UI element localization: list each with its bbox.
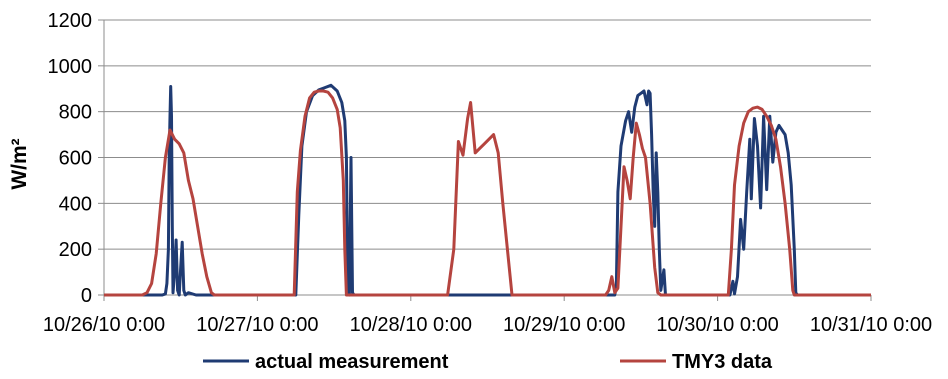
tick-labels: 0 200 400 600 800 1000 1200 10/26/10 0:00 10/27/… [43, 10, 932, 336]
y-tick-label: 1200 [48, 10, 93, 32]
axes [98, 19, 872, 301]
x-tick-label: 10/31/10 0:00 [810, 314, 932, 336]
x-tick-label: 10/28/10 0:00 [350, 314, 472, 336]
series-lines [104, 83, 871, 297]
y-tick-label: 800 [59, 102, 92, 124]
x-tick-label: 10/26/10 0:00 [43, 314, 165, 336]
y-tick-label: 400 [59, 193, 92, 215]
legend-label: TMY3 data [672, 351, 773, 373]
legend: actual measurement TMY3 data [203, 351, 773, 373]
x-tick-label: 10/29/10 0:00 [503, 314, 625, 336]
series-line-actual-measurement [104, 83, 871, 297]
y-tick-label: 200 [59, 239, 92, 261]
x-tick-label: 10/27/10 0:00 [196, 314, 318, 336]
y-tick-label: 1000 [48, 56, 93, 78]
y-tick-label: 0 [81, 285, 92, 307]
series-line-tmy3-data [104, 89, 871, 297]
legend-label: actual measurement [255, 351, 449, 373]
y-tick-label: 600 [59, 148, 92, 170]
y-axis-label: W/m² [8, 138, 31, 189]
x-tick-label: 10/30/10 0:00 [656, 314, 778, 336]
